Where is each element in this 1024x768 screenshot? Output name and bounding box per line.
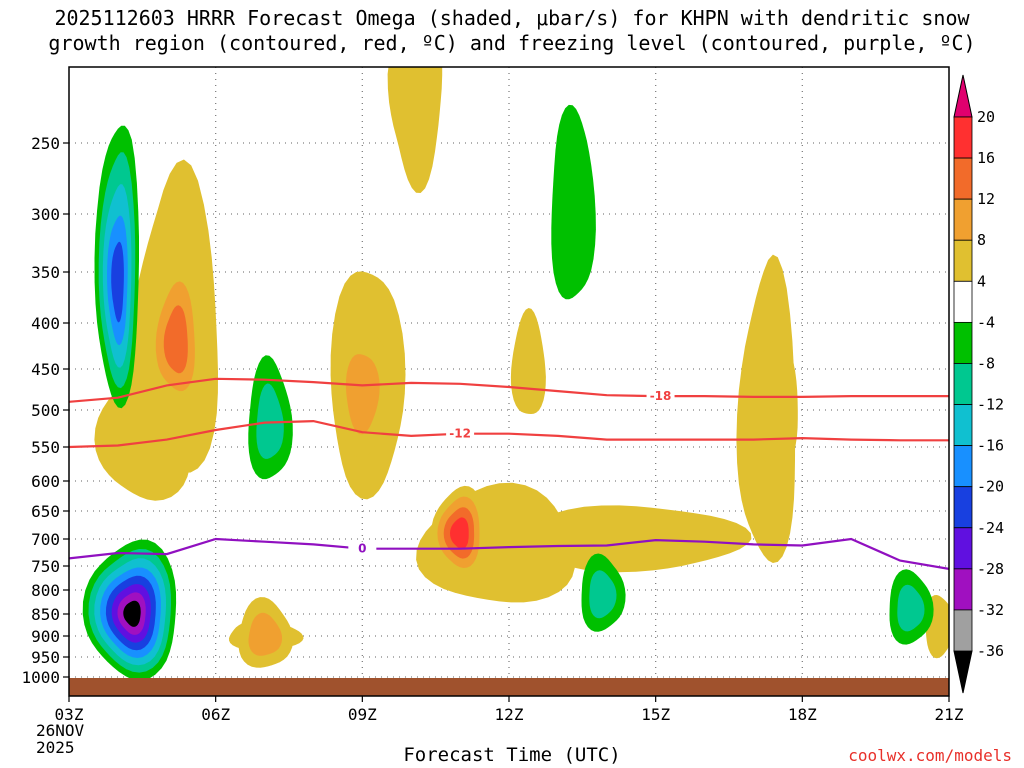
- colorbar-bin: [953, 404, 973, 447]
- temperature-contours: [69, 377, 949, 570]
- colorbar-bin: [953, 486, 973, 529]
- contour-label: -18: [650, 389, 672, 403]
- omega-negative-shading: [589, 570, 617, 619]
- colorbar-bottom-arrow: [953, 650, 973, 694]
- y-tick-label: 850: [31, 605, 60, 624]
- colorbar-top-arrow: [953, 74, 973, 118]
- omega-negative-shading: [897, 584, 925, 632]
- isotherm-line: [69, 537, 949, 570]
- terrain-strip: [69, 678, 949, 696]
- chart-title: 2025112603 HRRR Forecast Omega (shaded, …: [0, 6, 1024, 56]
- credit-link[interactable]: coolwx.com/models: [848, 746, 1012, 765]
- colorbar-bin: [953, 445, 973, 488]
- colorbar-label: 16: [977, 149, 995, 167]
- x-tick-label: 09Z: [348, 705, 377, 724]
- y-tick-label: 800: [31, 581, 60, 600]
- omega-shading: [82, 67, 949, 682]
- contour-label: -12: [449, 427, 471, 441]
- omega-positive-shading: [387, 67, 443, 193]
- colorbar-bin: [953, 280, 973, 323]
- date-label-year: 2025: [36, 738, 75, 757]
- y-tick-label: 500: [31, 401, 60, 420]
- colorbar-label: 4: [977, 272, 986, 290]
- omega-positive-shading: [534, 505, 752, 573]
- colorbar-label: -28: [977, 560, 1004, 578]
- colorbar-label: -24: [977, 519, 1004, 537]
- colorbar-label: 12: [977, 190, 995, 208]
- omega-negative-shading: [551, 104, 596, 300]
- omega-positive-shading: [450, 517, 469, 549]
- contour-label-background: [446, 426, 475, 441]
- colorbar-bin: [953, 568, 973, 611]
- contour-label: 0: [358, 542, 366, 556]
- y-tick-label: 250: [31, 134, 60, 153]
- y-tick-label: 600: [31, 472, 60, 491]
- omega-negative-shading: [256, 383, 284, 459]
- colorbar-bin: [953, 157, 973, 200]
- y-tick-label: 400: [31, 314, 60, 333]
- pressure-axis: 250 300 350 400 450 500 550 600 650 700 750 800 850 9…: [21, 134, 69, 687]
- y-tick-label: 750: [31, 557, 60, 576]
- omega-positive-shading: [163, 305, 188, 374]
- y-tick-label: 350: [31, 263, 60, 282]
- y-tick-label: 650: [31, 502, 60, 521]
- x-tick-label: 21Z: [935, 705, 964, 724]
- colorbar-label: -16: [977, 437, 1004, 455]
- colorbar-bin: [953, 609, 973, 652]
- y-tick-label: 900: [31, 627, 60, 646]
- x-tick-label: 06Z: [201, 705, 230, 724]
- isotherm-line: [69, 377, 949, 403]
- colorbar-bin: [953, 527, 973, 570]
- omega-positive-shading: [248, 612, 283, 656]
- colorbar-label: -36: [977, 642, 1004, 660]
- contour-labels: -18 -12 0: [348, 389, 675, 556]
- omega-negative-shading: [111, 241, 124, 323]
- contour-label-background: [348, 541, 377, 556]
- colorbar-bin: [953, 116, 973, 159]
- y-tick-label: 550: [31, 438, 60, 457]
- colorbar-bin: [953, 239, 973, 282]
- chart-title-line-1: 2025112603 HRRR Forecast Omega (shaded, …: [54, 6, 970, 30]
- x-axis-title: Forecast Time (UTC): [403, 744, 621, 766]
- colorbar-label: -32: [977, 601, 1004, 619]
- colorbar-label: 8: [977, 231, 986, 249]
- x-tick-label: 15Z: [641, 705, 670, 724]
- colorbar: 20 16 12 8 4 -4 -8 -12 -16 -20 -24 -28 -32 -36: [953, 74, 1004, 694]
- y-tick-label: 1000: [21, 668, 60, 687]
- y-tick-label: 950: [31, 648, 60, 667]
- contour-label-background: [646, 389, 675, 404]
- colorbar-bin: [953, 363, 973, 405]
- colorbar-label: -4: [977, 313, 995, 331]
- y-tick-label: 450: [31, 360, 60, 379]
- omega-negative-shading: [126, 604, 138, 623]
- x-tick-label: 03Z: [55, 705, 84, 724]
- chart-title-line-2: growth region (contoured, red, ºC) and f…: [48, 31, 976, 55]
- x-tick-label: 18Z: [788, 705, 817, 724]
- omega-positive-shading: [345, 354, 380, 435]
- colorbar-bin: [953, 321, 973, 364]
- y-tick-label: 700: [31, 530, 60, 549]
- omega-positive-shading: [744, 339, 798, 469]
- colorbar-bin: [953, 198, 973, 241]
- y-tick-label: 300: [31, 205, 60, 224]
- date-label-day: 26NOV: [36, 721, 85, 740]
- colorbar-label: -20: [977, 478, 1004, 496]
- colorbar-label: -8: [977, 354, 995, 372]
- isotherm-line: [69, 419, 949, 449]
- colorbar-label: -12: [977, 396, 1004, 414]
- colorbar-label: 20: [977, 108, 995, 126]
- time-axis: 03Z 06Z 09Z 12Z 15Z 18Z 21Z: [55, 696, 964, 724]
- x-tick-label: 12Z: [495, 705, 524, 724]
